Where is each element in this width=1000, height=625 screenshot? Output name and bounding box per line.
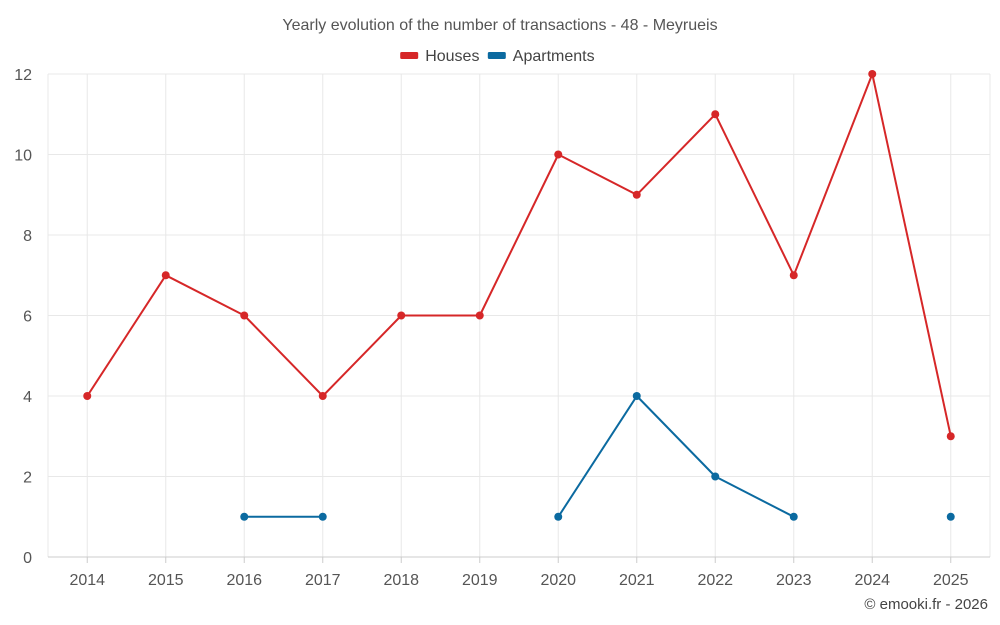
legend-label-houses: Houses (425, 48, 479, 65)
x-tick-label: 2025 (933, 572, 969, 589)
data-point-houses[interactable] (475, 311, 484, 320)
x-tick-label: 2016 (226, 572, 262, 589)
x-tick-label: 2014 (69, 572, 105, 589)
grid (47, 73, 991, 563)
legend-item-houses[interactable]: Houses (400, 48, 479, 65)
legend-swatch-apartments (487, 52, 506, 59)
credit-text: © emooki.fr - 2026 (864, 596, 988, 613)
series-layer (83, 70, 955, 521)
data-point-houses[interactable] (789, 271, 798, 280)
series-line-apartments (557, 395, 795, 518)
x-tick-label: 2024 (854, 572, 890, 589)
data-point-houses[interactable] (240, 311, 249, 320)
chart-title: Yearly evolution of the number of transa… (282, 17, 717, 34)
x-tick-label: 2020 (540, 572, 576, 589)
data-point-houses[interactable] (161, 271, 170, 280)
legend-label-apartments: Apartments (513, 48, 595, 65)
legend-swatch-houses (400, 52, 419, 59)
x-tick-label: 2021 (619, 572, 655, 589)
data-point-houses[interactable] (554, 150, 563, 159)
x-tick-label: 2022 (697, 572, 733, 589)
x-tick-label: 2018 (383, 572, 419, 589)
legend: Houses Apartments (400, 48, 595, 65)
data-point-houses[interactable] (868, 70, 877, 78)
y-tick-label: 10 (14, 148, 32, 165)
data-point-apartments[interactable] (946, 512, 955, 521)
data-point-houses[interactable] (318, 392, 327, 400)
data-point-houses[interactable] (83, 392, 92, 400)
data-point-apartments[interactable] (711, 472, 720, 481)
legend-item-apartments[interactable]: Apartments (487, 48, 595, 65)
data-point-houses[interactable] (397, 311, 406, 320)
x-tick-label: 2017 (305, 572, 341, 589)
x-tick-label: 2019 (462, 572, 498, 589)
y-tick-label: 2 (23, 470, 32, 487)
x-tick-label: 2023 (776, 572, 812, 589)
data-point-apartments[interactable] (632, 392, 641, 400)
data-point-apartments[interactable] (554, 512, 563, 521)
y-tick-label: 8 (23, 228, 32, 245)
series-line-houses (86, 73, 952, 437)
data-point-apartments[interactable] (789, 512, 798, 521)
data-point-houses[interactable] (946, 432, 955, 441)
y-tick-label: 12 (14, 67, 32, 84)
data-point-houses[interactable] (632, 190, 641, 199)
x-axis-ticks: 2014 2015 2016 2017 2018 2019 2020 2021 2022 2023… (69, 572, 968, 589)
y-tick-label: 4 (23, 389, 32, 406)
y-axis-ticks: 0 2 4 6 8 10 12 (14, 67, 32, 567)
x-tick-label: 2015 (148, 572, 184, 589)
data-point-apartments[interactable] (240, 512, 249, 521)
y-tick-label: 6 (23, 309, 32, 326)
data-point-apartments[interactable] (318, 512, 327, 521)
y-tick-label: 0 (23, 550, 32, 567)
data-point-houses[interactable] (711, 110, 720, 119)
